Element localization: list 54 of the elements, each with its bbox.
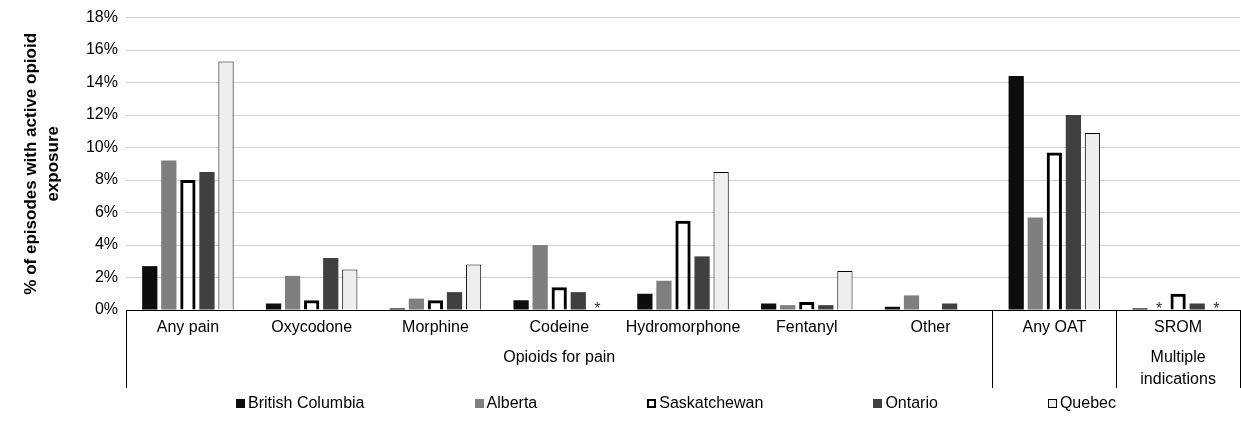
bar: [818, 305, 834, 310]
y-tick-label: 16%: [85, 40, 118, 58]
y-tick-label: 4%: [94, 235, 118, 253]
bar: [408, 298, 425, 310]
bar: [1027, 217, 1043, 310]
y-tick-label: 2%: [94, 267, 118, 285]
x-tick-label: SROM: [1154, 318, 1203, 336]
legend-label: British Columbia: [248, 394, 365, 412]
text: Opioids for pain: [503, 348, 616, 366]
legend-label: Saskatchewan: [659, 394, 764, 412]
x-tick-label: Any pain: [156, 318, 220, 336]
bar: [284, 275, 301, 310]
legend-label: Quebec: [1059, 394, 1116, 412]
y-tick-label: 10%: [85, 137, 118, 155]
text: Multiple indications: [1140, 348, 1216, 388]
legend-label: Ontario: [885, 394, 938, 412]
bar: [532, 245, 548, 310]
bar: [142, 266, 158, 310]
bar: [570, 292, 586, 310]
y-tick-label: 6%: [94, 202, 118, 220]
x-tick-label: Codeine: [529, 318, 590, 336]
bar: [780, 305, 796, 310]
bar: [161, 160, 177, 310]
x-tick-label: Oxycodone: [271, 318, 353, 336]
y-tick-label: 0%: [94, 300, 118, 318]
legend-label: Alberta: [486, 394, 538, 412]
y-tick-label: 12%: [85, 105, 118, 123]
bar: [761, 303, 777, 310]
bar: [656, 280, 672, 310]
bar: [513, 300, 529, 310]
bar: [1189, 303, 1205, 310]
y-tick-label: 18%: [85, 8, 118, 26]
x-tick-label: Hydromorphone: [625, 318, 741, 336]
x-tick-label: Other: [910, 318, 952, 336]
bar: [694, 256, 710, 310]
x-tick-label: Fentanyl: [776, 318, 838, 336]
bar: [199, 171, 215, 310]
text: *: [594, 300, 601, 318]
bar: [941, 303, 958, 310]
x-tick-label: Morphine: [402, 318, 469, 336]
y-tick-label: 8%: [94, 170, 118, 188]
text: *: [1155, 300, 1163, 318]
x-tick-label: Any OAT: [1022, 318, 1087, 336]
bar: [446, 292, 463, 310]
bar: [637, 293, 653, 310]
bar: [903, 295, 920, 310]
bar: [1065, 115, 1082, 310]
bar: [1008, 76, 1024, 310]
bar: [323, 258, 339, 310]
bar: [884, 306, 901, 310]
y-axis-title: % of episodes with active opioid exposure: [20, 32, 62, 295]
text: *: [1213, 300, 1220, 318]
y-tick-label: 14%: [85, 72, 118, 90]
bar: [265, 303, 282, 310]
